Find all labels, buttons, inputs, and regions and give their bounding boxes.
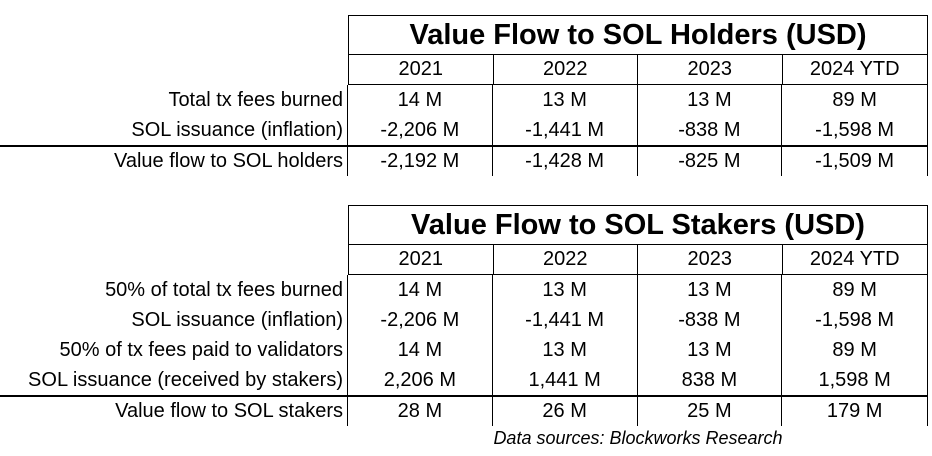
total-value-cell: -1,428 M	[493, 146, 638, 176]
row-label: 50% of total tx fees burned	[0, 275, 348, 305]
total-divider	[0, 395, 928, 397]
stakers-year-header: 2021 2022 2023 2024 YTD	[348, 245, 928, 275]
row-label: SOL issuance (received by stakers)	[0, 365, 348, 395]
value-cell: -838 M	[638, 305, 783, 335]
total-row-label: Value flow to SOL holders	[0, 146, 348, 176]
value-cell: -1,441 M	[493, 305, 638, 335]
total-value-cell: -1,509 M	[815, 149, 895, 172]
holders-table-title: Value Flow to SOL Holders (USD)	[348, 15, 928, 55]
holders-year-header: 2021 2022 2023 2024 YTD	[348, 55, 928, 85]
value-cell: 89 M	[832, 338, 877, 361]
year-header-cell: 2022	[493, 55, 638, 85]
year-header-cell: 2021	[349, 55, 494, 85]
value-cell: 838 M	[638, 365, 783, 395]
value-cell: 13 M	[493, 275, 638, 305]
stakers-table-title: Value Flow to SOL Stakers (USD)	[348, 205, 928, 245]
value-cell: 13 M	[493, 335, 638, 365]
value-cell: 14 M	[348, 335, 493, 365]
total-value-cell: -2,192 M	[348, 146, 493, 176]
row-label: SOL issuance (inflation)	[0, 305, 348, 335]
table-row: 50% of total tx fees burned 14 M 13 M 13…	[0, 275, 932, 305]
value-cell: 1,598 M	[818, 368, 891, 391]
total-row-label: Value flow to SOL stakers	[0, 396, 348, 426]
table-row: SOL issuance (inflation) -2,206 M -1,441…	[0, 305, 932, 335]
row-label: SOL issuance (inflation)	[0, 115, 348, 145]
row-label: 50% of tx fees paid to validators	[0, 335, 348, 365]
total-value-cell: 26 M	[493, 396, 638, 426]
year-header-cell: 2021	[349, 245, 494, 275]
data-source-note: Data sources: Blockworks Research	[493, 428, 783, 448]
value-cell: 13 M	[638, 275, 783, 305]
total-row: Value flow to SOL holders -2,192 M -1,42…	[0, 146, 932, 176]
total-divider	[0, 145, 928, 147]
total-value-cell: 179 M	[826, 399, 883, 422]
value-cell: 13 M	[493, 85, 638, 115]
value-cell: 1,441 M	[493, 365, 638, 395]
value-cell: 14 M	[348, 85, 493, 115]
table-row: SOL issuance (inflation) -2,206 M -1,441…	[0, 115, 932, 145]
year-header-cell: 2023	[638, 245, 783, 275]
value-cell: -1,598 M	[815, 308, 895, 331]
value-cell: -2,206 M	[348, 115, 493, 145]
value-cell: -1,598 M	[815, 118, 895, 141]
total-value-cell: 25 M	[638, 396, 783, 426]
value-cell: 2,206 M	[348, 365, 493, 395]
value-cell: -838 M	[638, 115, 783, 145]
value-cell: -1,441 M	[493, 115, 638, 145]
value-cell: 89 M	[832, 278, 877, 301]
value-cell: 14 M	[348, 275, 493, 305]
value-cell: 13 M	[638, 335, 783, 365]
value-cell: 13 M	[638, 85, 783, 115]
value-cell: 89 M	[832, 88, 877, 111]
total-value-cell: -825 M	[638, 146, 783, 176]
total-row: Value flow to SOL stakers 28 M 26 M 25 M…	[0, 396, 932, 426]
total-value-cell: 28 M	[348, 396, 493, 426]
year-header-cell: 2022	[493, 245, 638, 275]
year-header-cell: 2023	[638, 55, 783, 85]
table-row: 50% of tx fees paid to validators 14 M 1…	[0, 335, 932, 365]
row-label: Total tx fees burned	[0, 85, 348, 115]
value-cell: -2,206 M	[348, 305, 493, 335]
table-row: SOL issuance (received by stakers) 2,206…	[0, 365, 932, 395]
year-header-cell: 2024 YTD	[782, 55, 927, 85]
table-row: Total tx fees burned 14 M 13 M 13 M 89 M	[0, 85, 932, 115]
year-header-cell: 2024 YTD	[782, 245, 927, 275]
